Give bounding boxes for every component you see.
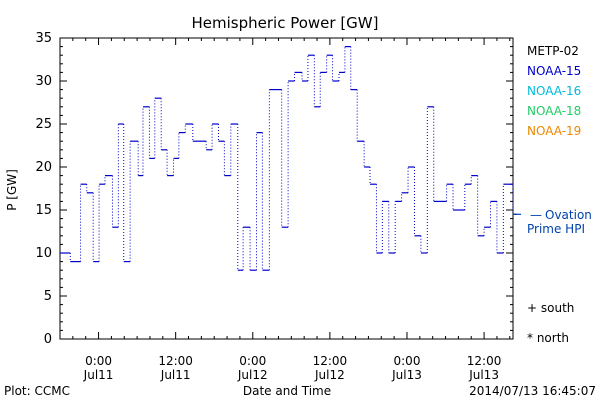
x-tick-date-label: Jul11	[83, 368, 114, 382]
y-tick-label: 35	[35, 31, 52, 46]
x-tick-time-label: 0:00	[394, 354, 421, 368]
ovation-label-2: Prime HPI	[527, 222, 585, 236]
plot-credit: Plot: CCMC	[4, 384, 70, 398]
plot-border	[59, 37, 514, 340]
legend: METP-02 NOAA-15 NOAA-16 NOAA-18 NOAA-19	[527, 44, 581, 138]
x-axis-ticks: 0:00Jul1112:00Jul110:00Jul1212:00Jul120:…	[59, 38, 511, 382]
x-tick-date-label: Jul12	[314, 368, 345, 382]
x-tick-date-label: Jul13	[468, 368, 499, 382]
y-axis-label: P [GW]	[5, 169, 19, 211]
y-tick-label: 15	[35, 203, 52, 218]
x-tick-date-label: Jul13	[391, 368, 422, 382]
x-tick-date-label: Jul11	[160, 368, 191, 382]
y-tick-label: 30	[35, 74, 52, 89]
north-marker-label: * north	[527, 331, 569, 345]
x-tick-time-label: 12:00	[158, 354, 193, 368]
chart-title: Hemispheric Power [GW]	[192, 14, 379, 32]
x-tick-time-label: 12:00	[467, 354, 502, 368]
ovation-dash: —	[530, 208, 542, 222]
x-tick-time-label: 0:00	[85, 354, 112, 368]
y-tick-label: 5	[44, 289, 52, 304]
legend-entry: NOAA-16	[527, 84, 581, 98]
legend-entry: METP-02	[527, 44, 579, 58]
legend-entry: NOAA-15	[527, 64, 581, 78]
y-tick-label: 0	[44, 332, 52, 347]
x-tick-time-label: 0:00	[239, 354, 266, 368]
ovation-label: Ovation	[545, 208, 592, 222]
plot-frame	[59, 37, 514, 340]
legend-entry: NOAA-18	[527, 104, 581, 118]
y-tick-label: 10	[35, 246, 52, 261]
x-tick-date-label: Jul12	[237, 368, 268, 382]
x-tick-time-label: 12:00	[313, 354, 348, 368]
series-layer	[60, 45, 521, 271]
x-axis-label: Date and Time	[243, 384, 331, 398]
y-axis-ticks: 0 5 10 15 20 25 30 35	[35, 31, 513, 347]
legend-entry: NOAA-19	[527, 124, 581, 138]
timestamp: 2014/07/13 16:45:07	[469, 384, 596, 398]
y-tick-label: 20	[35, 160, 52, 175]
south-marker-label: + south	[527, 301, 574, 315]
y-tick-label: 25	[35, 117, 52, 132]
